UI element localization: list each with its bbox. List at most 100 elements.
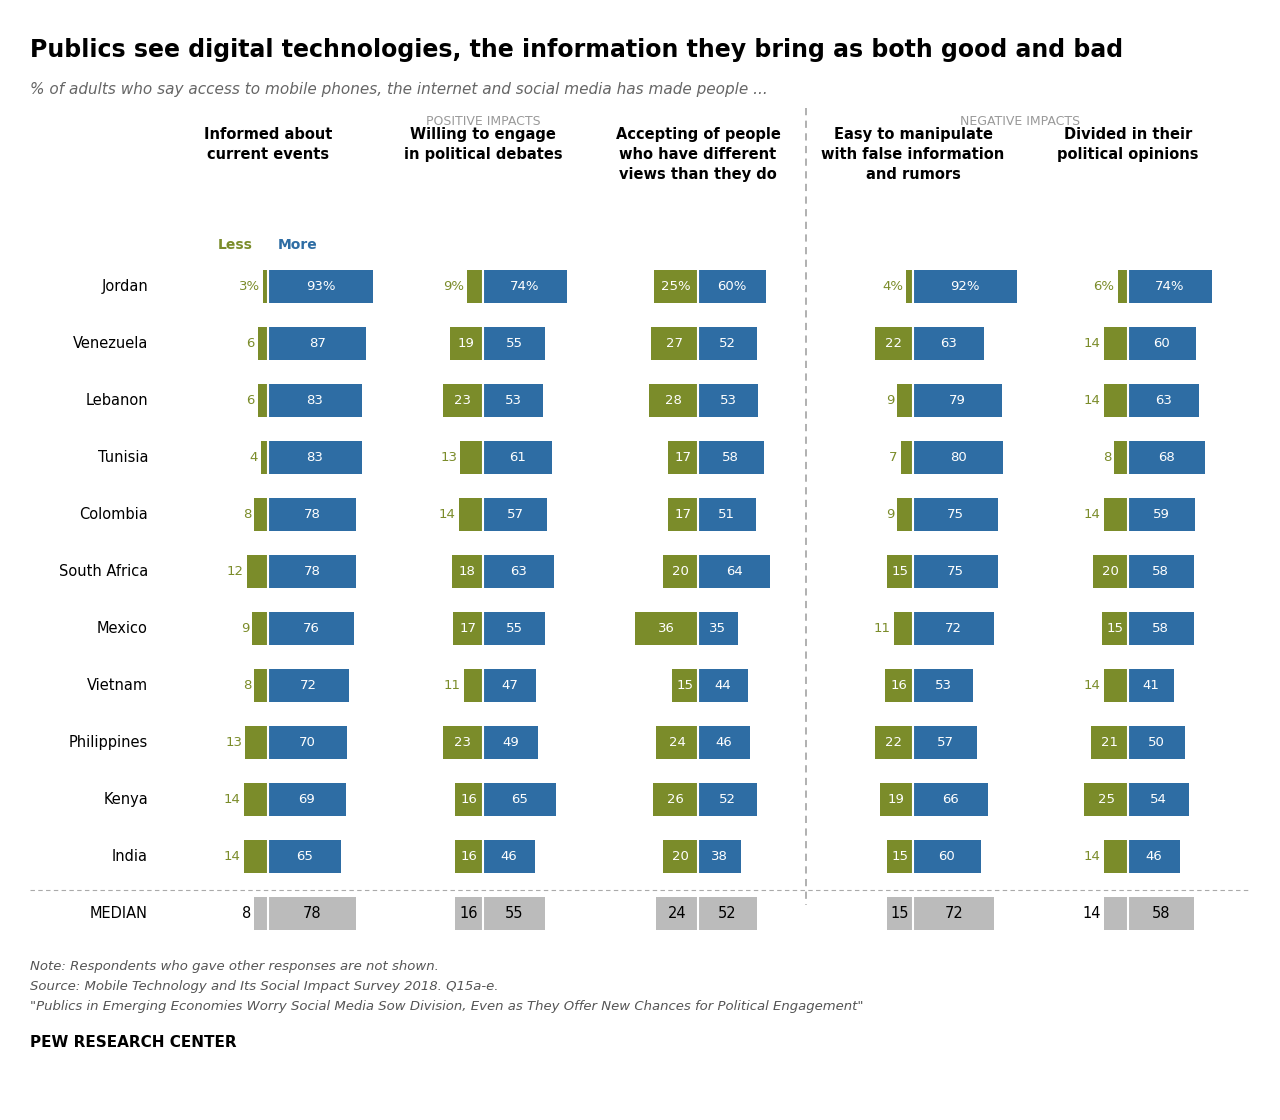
- Text: 49: 49: [502, 736, 520, 749]
- Bar: [906, 270, 913, 304]
- Text: 72: 72: [301, 679, 317, 692]
- Text: 60: 60: [1153, 337, 1170, 349]
- Bar: [913, 441, 1004, 474]
- Text: 46: 46: [716, 736, 732, 749]
- Text: India: India: [113, 849, 148, 864]
- Text: 93%: 93%: [306, 280, 335, 293]
- Text: 26: 26: [667, 793, 684, 806]
- Bar: [253, 669, 268, 702]
- Text: 27: 27: [666, 337, 682, 349]
- Text: 23: 23: [454, 394, 471, 407]
- Text: 52: 52: [719, 793, 736, 806]
- Bar: [1128, 669, 1174, 702]
- Text: PEW RESEARCH CENTER: PEW RESEARCH CENTER: [29, 1035, 237, 1051]
- Bar: [913, 783, 988, 816]
- Text: 14: 14: [1084, 508, 1101, 521]
- Text: 14: 14: [1084, 394, 1101, 407]
- Bar: [483, 384, 543, 417]
- Text: 8: 8: [243, 679, 251, 692]
- Bar: [649, 384, 698, 417]
- Bar: [243, 840, 268, 872]
- Text: 15: 15: [891, 564, 909, 578]
- Text: 9: 9: [886, 508, 895, 521]
- Text: NEGATIVE IMPACTS: NEGATIVE IMPACTS: [960, 115, 1080, 128]
- Text: Philippines: Philippines: [69, 735, 148, 750]
- Bar: [913, 270, 1018, 304]
- Bar: [897, 384, 913, 417]
- Bar: [268, 556, 356, 588]
- Text: 7: 7: [890, 451, 897, 464]
- Bar: [698, 612, 737, 645]
- Text: 36: 36: [658, 622, 675, 635]
- Text: 75: 75: [947, 564, 964, 578]
- Text: Lebanon: Lebanon: [86, 393, 148, 408]
- Text: 20: 20: [672, 564, 689, 578]
- Text: 28: 28: [666, 394, 682, 407]
- Bar: [1128, 498, 1194, 531]
- Text: 55: 55: [506, 337, 522, 349]
- Text: 9%: 9%: [443, 280, 465, 293]
- Text: 69: 69: [298, 793, 315, 806]
- Bar: [913, 556, 997, 588]
- Bar: [1128, 840, 1180, 872]
- Text: 72: 72: [945, 906, 963, 921]
- Text: MEDIAN: MEDIAN: [90, 906, 148, 921]
- Text: Note: Respondents who gave other responses are not shown.: Note: Respondents who gave other respons…: [29, 960, 439, 973]
- Text: 72: 72: [945, 622, 963, 635]
- Text: 78: 78: [303, 906, 321, 921]
- Text: 24: 24: [668, 736, 685, 749]
- Text: 18: 18: [458, 564, 476, 578]
- Bar: [698, 327, 756, 360]
- Bar: [668, 441, 698, 474]
- Text: 60%: 60%: [717, 280, 746, 293]
- Text: 46: 46: [1146, 850, 1162, 864]
- Text: 15: 15: [891, 850, 909, 864]
- Bar: [458, 498, 483, 531]
- Text: 38: 38: [710, 850, 728, 864]
- Text: 87: 87: [308, 337, 325, 349]
- Text: 55: 55: [506, 622, 522, 635]
- Text: 51: 51: [718, 508, 735, 521]
- Bar: [452, 556, 483, 588]
- Bar: [657, 726, 698, 759]
- Bar: [243, 783, 268, 816]
- Bar: [657, 897, 698, 930]
- Text: 41: 41: [1143, 679, 1160, 692]
- Text: 59: 59: [1153, 508, 1170, 521]
- Text: 64: 64: [726, 564, 742, 578]
- Text: 74%: 74%: [509, 280, 540, 293]
- Bar: [668, 498, 698, 531]
- Bar: [454, 897, 483, 930]
- Bar: [1128, 327, 1196, 360]
- Text: 52: 52: [719, 337, 736, 349]
- Text: 13: 13: [440, 451, 457, 464]
- Bar: [698, 441, 764, 474]
- Bar: [257, 384, 268, 417]
- Text: Publics see digital technologies, the information they bring as both good and ba: Publics see digital technologies, the in…: [29, 38, 1123, 62]
- Text: 23: 23: [454, 736, 471, 749]
- Text: 20: 20: [672, 850, 689, 864]
- Bar: [698, 498, 755, 531]
- Bar: [268, 270, 372, 304]
- Text: 54: 54: [1149, 793, 1167, 806]
- Bar: [454, 840, 483, 872]
- Text: 52: 52: [718, 906, 737, 921]
- Bar: [1128, 726, 1184, 759]
- Text: 6: 6: [246, 394, 255, 407]
- Bar: [698, 556, 771, 588]
- Text: South Africa: South Africa: [59, 564, 148, 579]
- Bar: [698, 384, 758, 417]
- Bar: [268, 384, 362, 417]
- Bar: [257, 327, 268, 360]
- Text: Less: Less: [218, 239, 253, 252]
- Bar: [913, 327, 984, 360]
- Bar: [1128, 897, 1193, 930]
- Text: 6: 6: [246, 337, 255, 349]
- Text: 80: 80: [950, 451, 966, 464]
- Text: 4: 4: [250, 451, 259, 464]
- Bar: [483, 726, 539, 759]
- Text: 17: 17: [460, 622, 476, 635]
- Bar: [449, 327, 483, 360]
- Bar: [252, 612, 268, 645]
- Bar: [1103, 669, 1128, 702]
